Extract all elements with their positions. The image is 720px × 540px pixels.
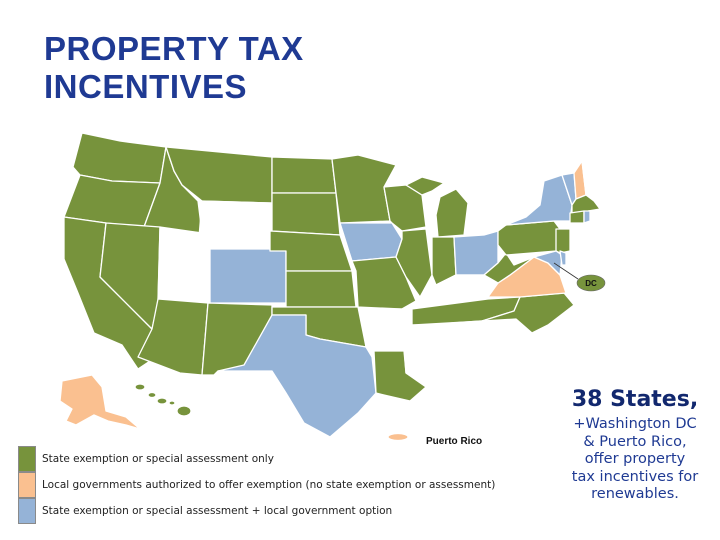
callout-line: +Washington DC [573,416,697,432]
state-washington [72,132,167,184]
state-connecticut [569,210,585,224]
callout-line: offer property [584,451,686,467]
state-pennsylvania [497,220,561,256]
dc-marker: DC [553,262,606,292]
puerto-rico-label: Puerto Rico [426,436,482,447]
state-north-dakota [271,156,337,194]
state-south-dakota [271,192,341,236]
callout-body: +Washington DC & Puerto Rico, offer prop… [555,416,715,504]
legend-swatch [18,446,36,472]
state-michigan [435,188,469,238]
page-title: PROPERTY TAX INCENTIVES [44,30,424,106]
summary-callout: 38 States, +Washington DC & Puerto Rico,… [555,386,715,504]
legend-label: State exemption or special assessment on… [42,453,274,465]
state-texas [217,314,377,438]
state-west-virginia [483,252,535,284]
callout-headline: 38 States, [571,387,699,412]
legend-swatch [18,472,36,498]
title-line-1: PROPERTY TAX [44,30,304,67]
state-wyoming [197,200,273,252]
legend-label: Local governments authorized to offer ex… [42,479,496,491]
callout-line: tax incentives for [571,468,699,485]
puerto-rico: Puerto Rico [387,432,482,447]
state-colorado [209,248,287,304]
us-map: DC Puerto Rico [59,132,613,447]
state-new-york [505,174,573,226]
callout-line: & Puerto Rico, [583,433,687,450]
state-illinois [395,228,433,298]
state-florida [435,376,519,444]
legend-item-state-and-local: State exemption or special assessment + … [18,498,538,524]
state-hawaii [134,383,192,417]
state-mississippi [403,324,429,388]
state-alabama [425,322,461,388]
state-delaware [559,250,567,266]
state-new-jersey [555,228,571,254]
state-maine [581,136,613,196]
legend-swatch [18,498,36,524]
state-arkansas [363,308,407,352]
callout-line: renewables. [591,486,679,502]
state-kansas [285,270,357,308]
state-rhode-island [583,210,591,224]
map-legend: State exemption or special assessment on… [18,446,538,524]
state-michigan-upper [405,176,445,196]
state-iowa [339,222,403,262]
state-north-carolina [481,292,575,334]
state-alaska [59,374,141,430]
title-line-2: INCENTIVES [44,68,248,105]
legend-label: State exemption or special assessment + … [42,505,393,517]
dc-label: DC [585,279,597,288]
legend-item-local-only: Local governments authorized to offer ex… [18,472,538,498]
state-maryland [533,250,563,276]
legend-item-state-only: State exemption or special assessment on… [18,446,538,472]
